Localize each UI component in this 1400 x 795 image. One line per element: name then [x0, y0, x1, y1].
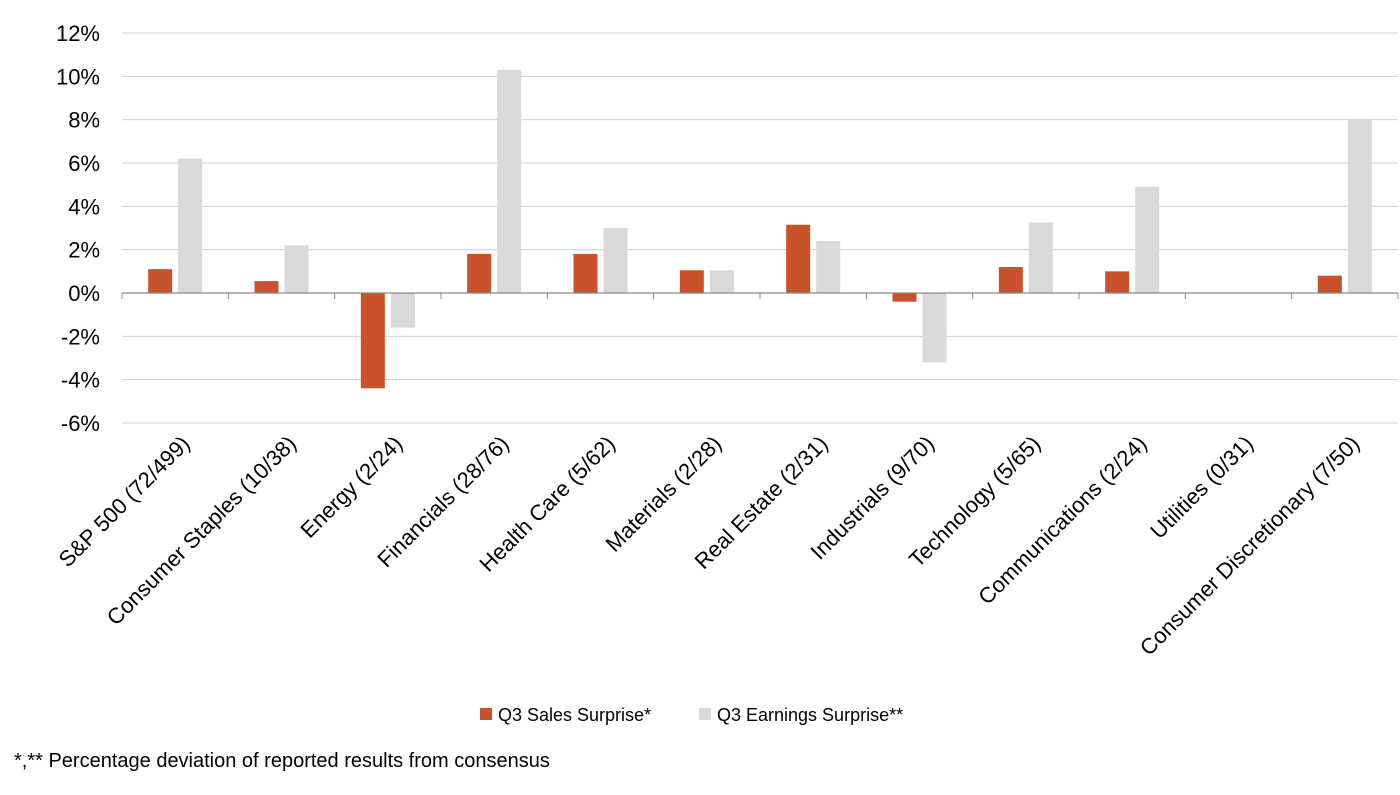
- earnings-surprise-bar: [390, 293, 415, 328]
- x-category-label: Energy (2/24): [295, 431, 407, 543]
- sales-surprise-bar: [786, 224, 811, 293]
- x-category-label: Utilities (0/31): [1145, 431, 1258, 544]
- bars-layer: [148, 69, 1372, 389]
- earnings-surprise-bar: [497, 69, 522, 293]
- axis-layer: 12%10%8%6%4%2%0%-2%-4%-6%S&P 500 (72/499…: [54, 21, 1399, 660]
- x-category-label: Consumer Discretionary (7/50): [1135, 431, 1364, 660]
- y-tick-label: 10%: [56, 64, 100, 89]
- legend-label-sales: Q3 Sales Surprise*: [498, 705, 651, 725]
- sales-surprise-bar: [1105, 271, 1130, 293]
- earnings-surprise-bar: [603, 228, 628, 293]
- y-tick-label: 8%: [68, 108, 100, 133]
- earnings-surprise-bar: [178, 158, 203, 293]
- earnings-surprise-bar: [284, 245, 309, 293]
- sales-surprise-bar: [998, 267, 1023, 293]
- y-tick-label: -2%: [61, 324, 100, 349]
- earnings-surprise-bar: [1028, 222, 1053, 293]
- legend: Q3 Sales Surprise* Q3 Earnings Surprise**: [480, 705, 903, 725]
- earnings-surprise-bar: [1347, 119, 1372, 294]
- x-category-label: Consumer Staples (10/38): [102, 431, 301, 630]
- sales-surprise-bar: [148, 269, 173, 293]
- earnings-surprise-bar: [922, 293, 947, 363]
- sales-surprise-bar: [254, 281, 279, 293]
- y-tick-label: 12%: [56, 21, 100, 46]
- sales-surprise-bar: [679, 270, 704, 293]
- sales-surprise-bar: [1317, 275, 1342, 293]
- y-tick-label: 6%: [68, 151, 100, 176]
- legend-swatch-sales: [480, 708, 492, 720]
- footnote: *,** Percentage deviation of reported re…: [14, 750, 550, 772]
- sales-surprise-bar: [892, 293, 917, 302]
- y-tick-label: 0%: [68, 281, 100, 306]
- y-tick-label: 4%: [68, 194, 100, 219]
- earnings-surprise-bar: [816, 241, 841, 293]
- earnings-surprise-bar: [1135, 186, 1160, 293]
- sales-surprise-bar: [573, 254, 598, 293]
- sales-surprise-bar: [360, 293, 385, 389]
- sales-surprise-bar: [467, 254, 492, 293]
- y-tick-label: 2%: [68, 238, 100, 263]
- earnings-surprise-bar: [709, 270, 734, 293]
- y-tick-label: -4%: [61, 368, 100, 393]
- legend-label-earnings: Q3 Earnings Surprise**: [717, 705, 903, 725]
- grid-layer: [122, 32, 1398, 424]
- legend-swatch-earnings: [699, 708, 711, 720]
- y-tick-label: -6%: [61, 411, 100, 436]
